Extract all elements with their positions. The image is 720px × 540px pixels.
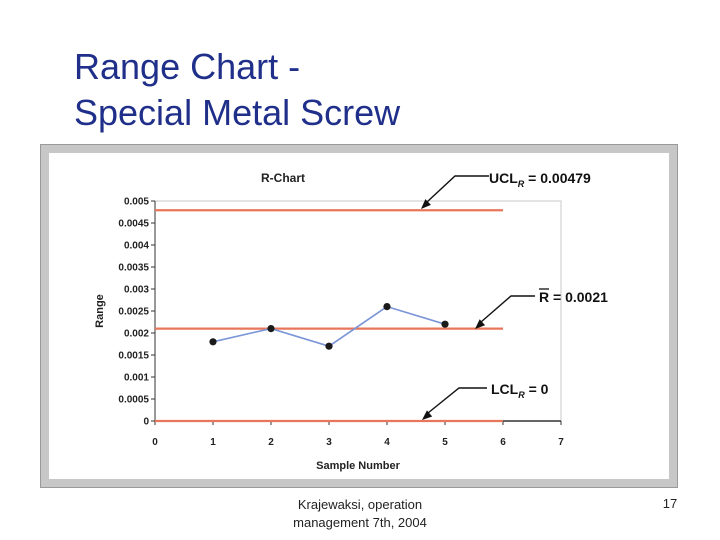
data-point bbox=[441, 320, 449, 328]
data-point bbox=[325, 342, 333, 350]
control-label-subscript: R bbox=[518, 179, 525, 189]
data-point bbox=[267, 325, 275, 333]
y-tick-label: 0.0035 bbox=[118, 263, 149, 274]
x-tick-label: 6 bbox=[500, 437, 506, 448]
x-axis-title: Sample Number bbox=[316, 460, 400, 472]
x-tick-label: 3 bbox=[326, 437, 332, 448]
callout-arrow-line bbox=[480, 295, 535, 323]
chart-title: R-Chart bbox=[261, 171, 305, 185]
x-tick-label: 4 bbox=[384, 437, 390, 448]
control-label-prefix: R bbox=[539, 289, 549, 305]
slide-title-line-2: Special Metal Screw bbox=[74, 92, 401, 133]
y-tick-label: 0.005 bbox=[124, 197, 149, 208]
slide-title-line-1: Range Chart - bbox=[74, 46, 301, 87]
callout-arrowhead bbox=[475, 319, 486, 329]
y-tick-label: 0.0015 bbox=[118, 351, 149, 362]
callout-arrowhead bbox=[422, 410, 433, 420]
footer-citation: Krajewaksi, operation management 7th, 20… bbox=[260, 496, 460, 532]
r-chart: 0 0.0005 0.001 0.0015 0.002 0.0025 0.003 0.0035… bbox=[49, 153, 669, 479]
callout-arrow-line bbox=[427, 387, 487, 414]
y-tick-label: 0.003 bbox=[124, 285, 149, 296]
x-tick-label: 1 bbox=[210, 437, 216, 448]
data-point bbox=[209, 338, 217, 346]
control-label-prefix: LCL bbox=[491, 381, 519, 397]
y-axis-title: Range bbox=[94, 294, 106, 328]
control-label-subscript: R bbox=[518, 390, 525, 400]
y-tick-label: 0 bbox=[143, 417, 149, 428]
control-label-value: = 0 bbox=[525, 381, 549, 397]
control-label-prefix: UCL bbox=[489, 170, 518, 186]
y-tick-label: 0.002 bbox=[124, 329, 149, 340]
callout-arrowhead bbox=[421, 199, 431, 209]
y-tick-label: 0.0045 bbox=[118, 219, 149, 230]
callout-arrow-line bbox=[426, 175, 489, 203]
chart-panel: 0 0.0005 0.001 0.0015 0.002 0.0025 0.003 0.0035… bbox=[41, 145, 677, 487]
control-label-r: R = 0.0021 bbox=[539, 289, 608, 305]
page-number: 17 bbox=[662, 496, 678, 511]
control-label-value: = 0.0021 bbox=[549, 289, 608, 305]
slide-title: Range Chart - Special Metal Screw bbox=[74, 44, 400, 136]
chart-area-background bbox=[49, 153, 669, 479]
y-tick-label: 0.004 bbox=[124, 241, 149, 252]
control-label-ucl: UCLR = 0.00479 bbox=[489, 170, 591, 189]
control-label-value: = 0.00479 bbox=[524, 170, 591, 186]
y-tick-label: 0.001 bbox=[124, 373, 149, 384]
footer-line-1: Krajewaksi, operation bbox=[297, 497, 423, 512]
x-tick-label: 2 bbox=[268, 437, 274, 448]
control-label-lcl: LCLR = 0 bbox=[491, 381, 549, 400]
data-point bbox=[383, 303, 391, 311]
y-tick-label: 0.0005 bbox=[118, 395, 149, 406]
x-tick-label: 0 bbox=[152, 437, 158, 448]
x-tick-label: 7 bbox=[558, 437, 564, 448]
y-tick-label: 0.0025 bbox=[118, 307, 149, 318]
x-tick-label: 5 bbox=[442, 437, 448, 448]
footer-line-2: management 7th, 2004 bbox=[293, 515, 427, 530]
